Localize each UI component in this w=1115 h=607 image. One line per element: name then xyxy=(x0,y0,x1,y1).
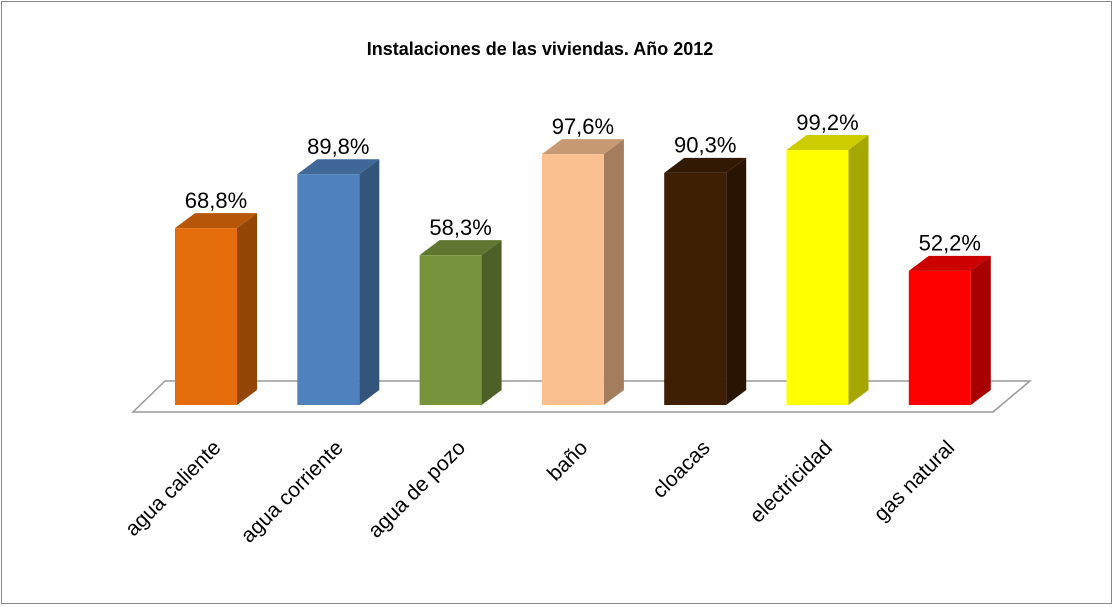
value-label: 89,8% xyxy=(307,134,369,159)
value-label: 99,2% xyxy=(796,110,858,135)
value-label: 52,2% xyxy=(919,231,981,256)
bar-side xyxy=(726,157,747,405)
bar xyxy=(419,240,502,405)
bar-top xyxy=(664,157,747,173)
bar-side xyxy=(359,159,380,405)
bar-top xyxy=(419,240,502,256)
bar-side xyxy=(603,139,624,405)
bar-front xyxy=(541,154,604,405)
value-label: 90,3% xyxy=(674,133,736,158)
bar-side xyxy=(481,240,502,405)
bar-front xyxy=(786,150,849,405)
bar-front xyxy=(908,270,971,405)
chart-title: Instalaciones de las viviendas. Año 2012 xyxy=(367,39,714,59)
bar-top xyxy=(541,139,624,155)
bars xyxy=(175,135,991,405)
bar-side xyxy=(848,135,869,405)
bar xyxy=(541,139,624,405)
bar xyxy=(786,135,869,405)
bar-side xyxy=(970,255,991,405)
bar-front xyxy=(419,255,482,405)
bar-top xyxy=(297,159,380,175)
bar-top xyxy=(908,255,991,271)
value-label: 58,3% xyxy=(429,215,491,240)
bar-front xyxy=(297,174,360,405)
bar-side xyxy=(237,213,257,405)
bar xyxy=(908,255,991,405)
bar-front xyxy=(175,228,237,405)
bar-front xyxy=(664,172,727,405)
bar xyxy=(175,213,257,405)
value-label: 68,8% xyxy=(185,188,247,213)
bar-top xyxy=(175,213,257,229)
bar xyxy=(664,157,747,405)
value-label: 97,6% xyxy=(552,114,614,139)
bar xyxy=(297,159,380,405)
bar-top xyxy=(786,135,869,151)
